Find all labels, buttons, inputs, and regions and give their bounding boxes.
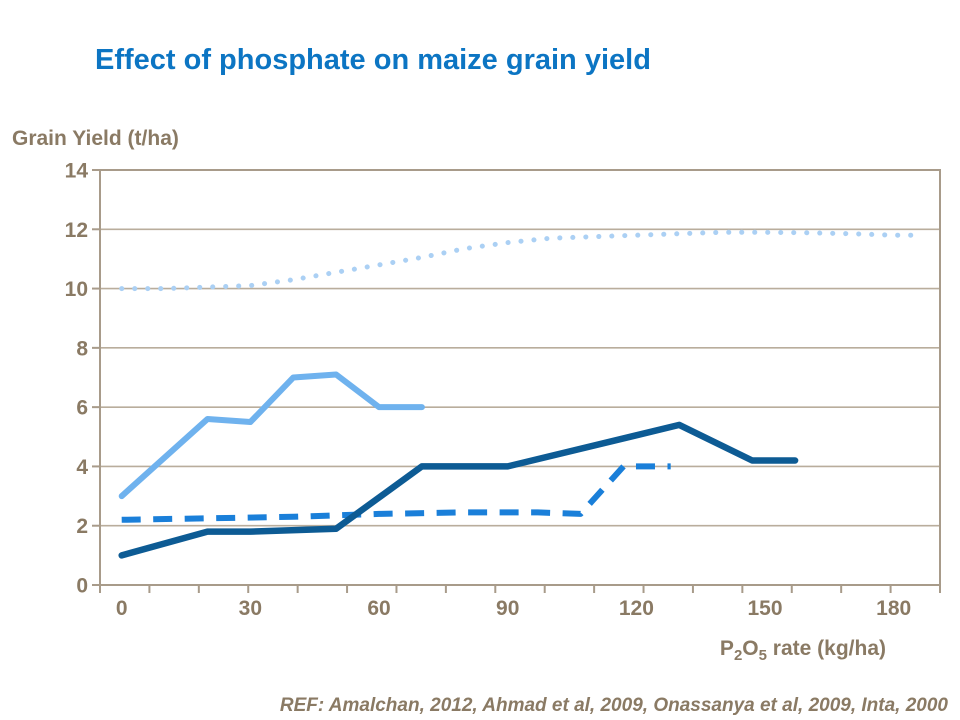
x-tick-labels: 0 30 60 90 120 150 180	[116, 597, 911, 620]
series-navy-solid	[118, 421, 799, 559]
x-axis-title-rest: rate (kg/ha)	[766, 637, 886, 660]
y-tick-label: 12	[65, 219, 88, 242]
y-ticks	[92, 169, 100, 586]
x-axis-title: P2O5 rate (kg/ha)	[0, 637, 886, 664]
series-pale-blue-dotted	[119, 229, 922, 292]
x-tick-label: 90	[496, 597, 519, 620]
x-ticks	[99, 585, 941, 593]
y-tick-label: 4	[76, 456, 88, 479]
reference-text: REF: Amalchan, 2012, Ahmad et al, 2009, …	[279, 695, 948, 716]
x-tick-label: 60	[367, 597, 390, 620]
x-axis-title-sub2: 2	[733, 647, 743, 665]
y-tick-label: 2	[76, 515, 88, 538]
x-tick-label: 150	[748, 597, 783, 620]
y-tick-labels: 0 2 4 6 8 10 12 14	[65, 160, 89, 598]
axis-frame	[99, 169, 941, 586]
x-axis-title-p: P	[719, 637, 734, 660]
y-axis-title: Grain Yield (t/ha)	[12, 127, 179, 150]
x-tick-label: 180	[876, 597, 911, 620]
y-tick-label: 8	[76, 337, 88, 360]
y-tick-label: 6	[76, 397, 88, 420]
y-tick-label: 0	[76, 575, 88, 598]
x-tick-label: 0	[116, 597, 128, 620]
x-axis-title-o: O	[742, 637, 759, 660]
x-tick-label: 30	[239, 597, 262, 620]
y-tick-label: 10	[65, 278, 88, 301]
series-light-blue-solid	[118, 371, 425, 500]
x-tick-label: 120	[619, 597, 654, 620]
y-tick-label: 14	[65, 160, 89, 183]
x-axis-title-sub5: 5	[758, 647, 767, 665]
gridlines	[100, 169, 940, 527]
chart-title: Effect of phosphate on maize grain yield	[95, 44, 651, 76]
series-blue-dashed	[121, 463, 671, 523]
chart-canvas: 0 2 4 6 8 10 12 14 0 30 60 90 120 150 180	[65, 160, 941, 620]
